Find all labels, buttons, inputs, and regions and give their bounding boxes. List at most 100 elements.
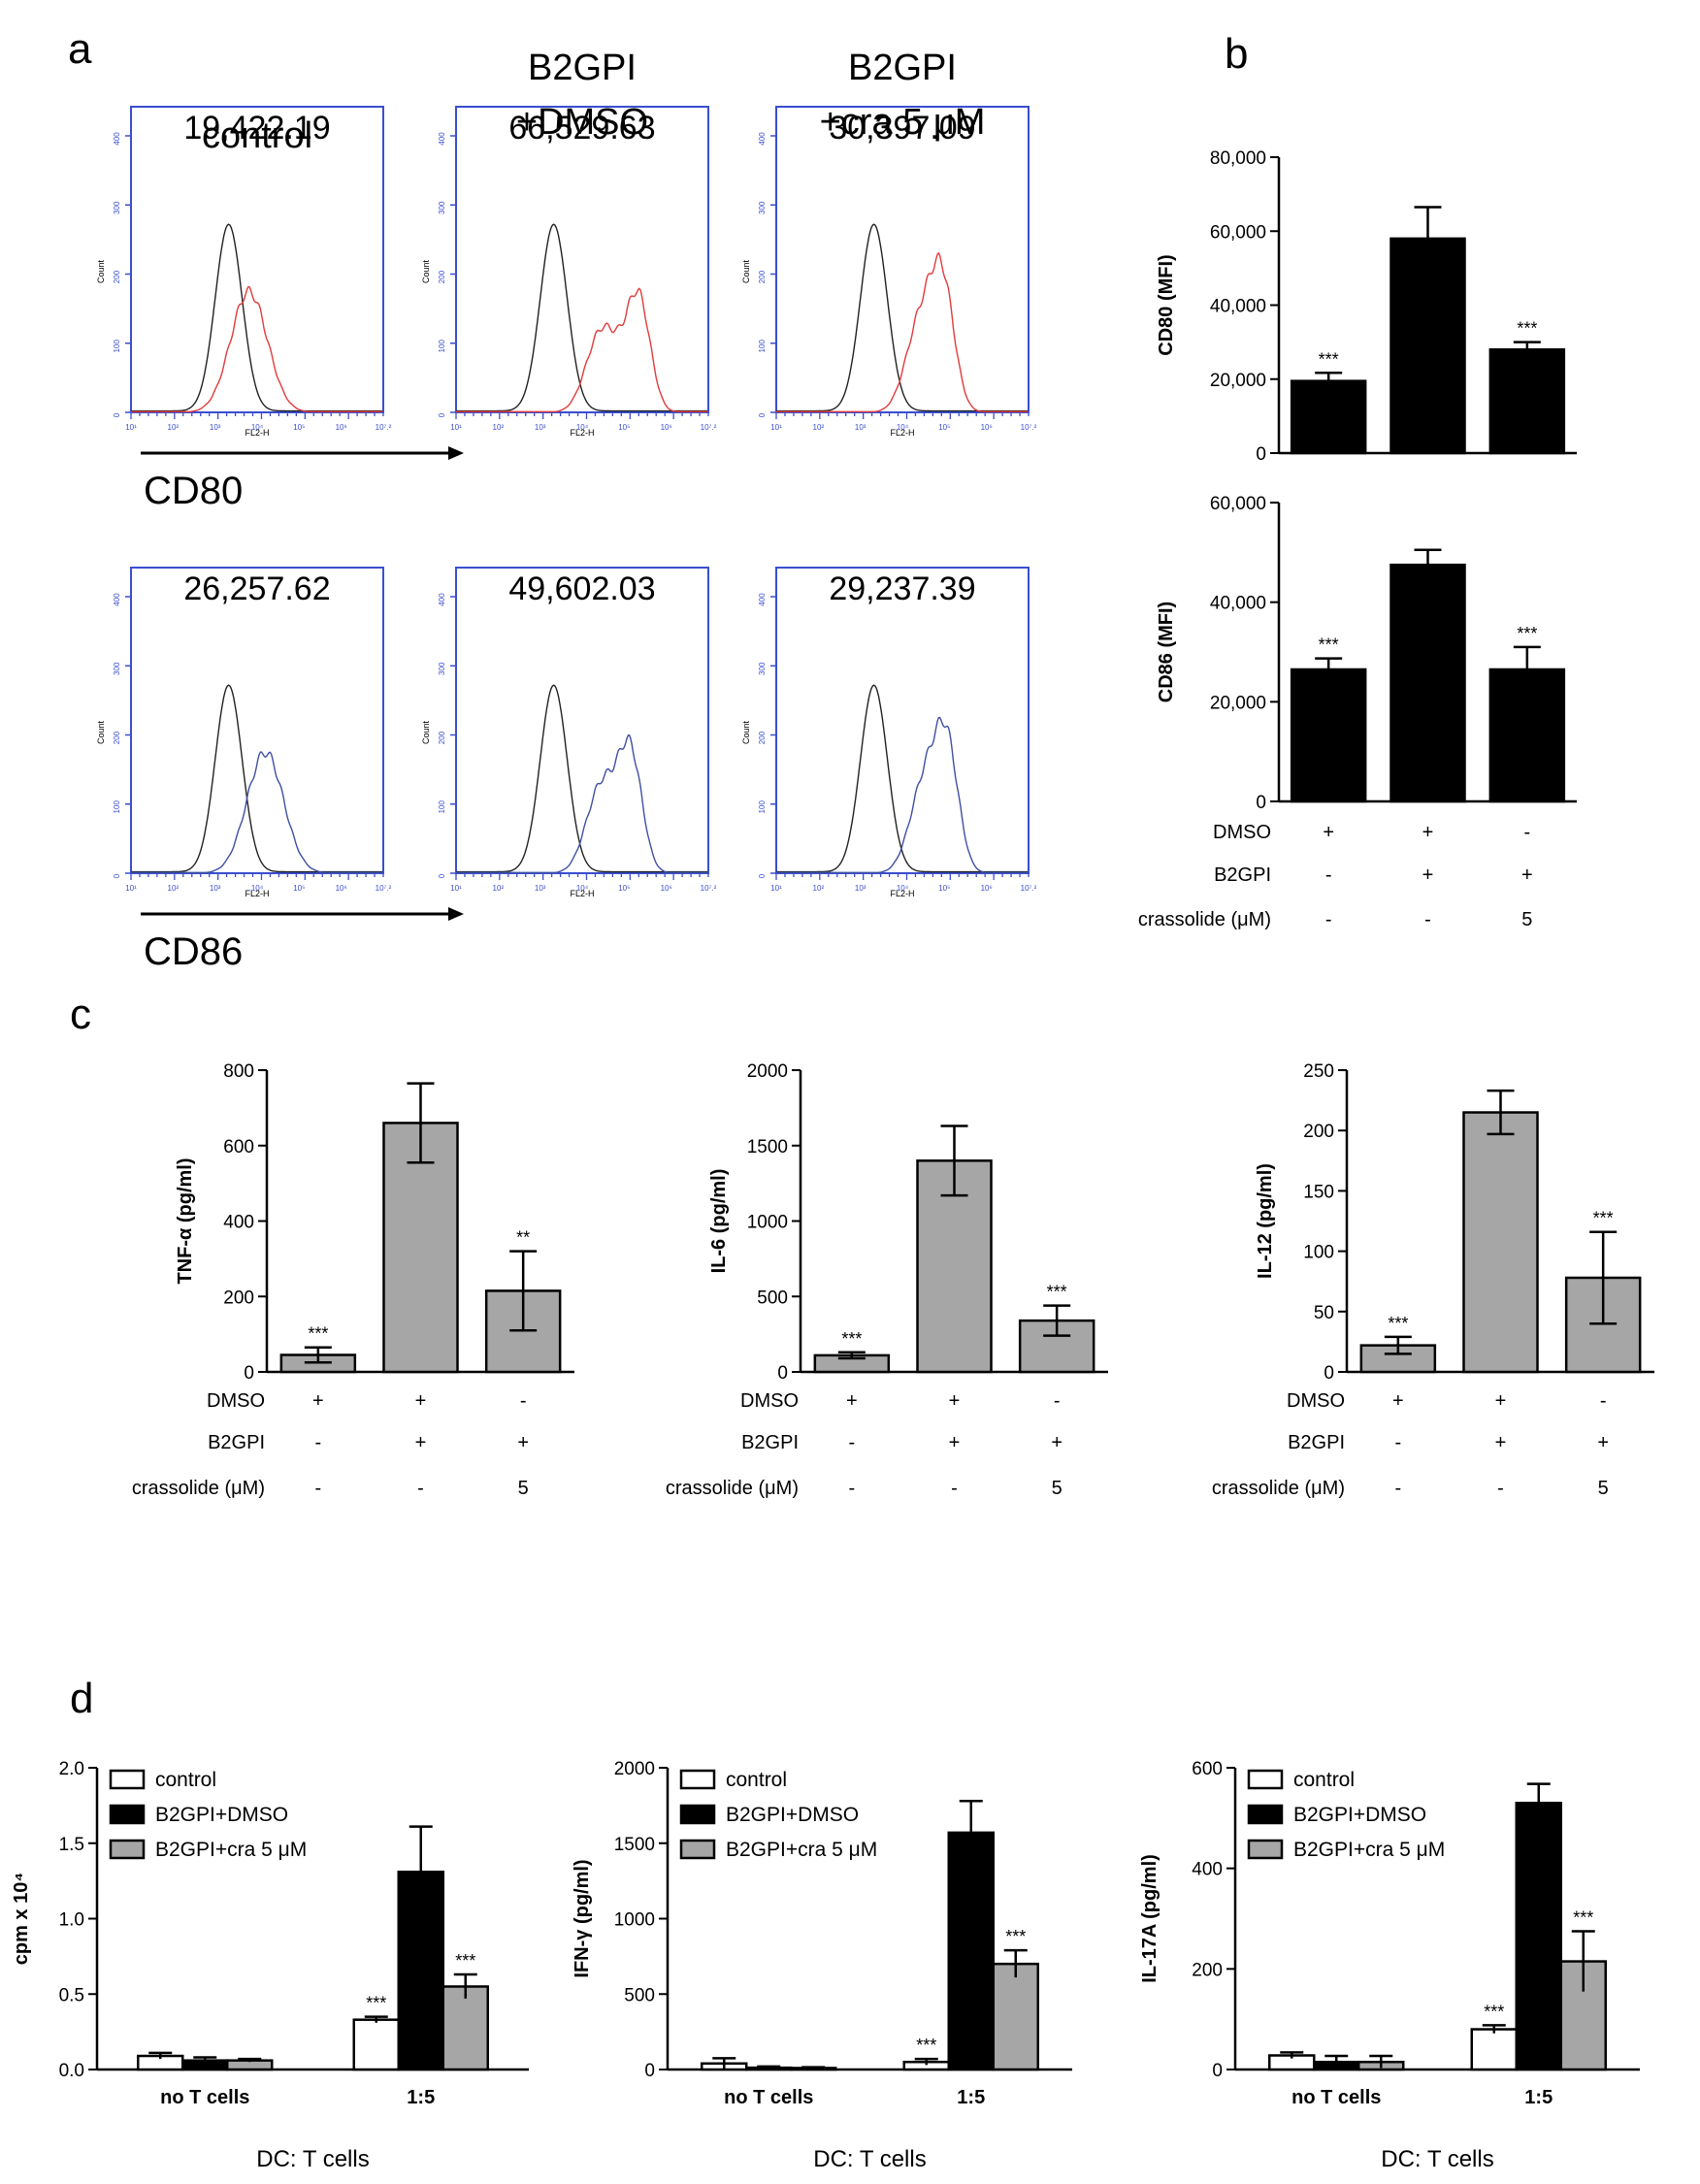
category-label: 1:5 [407, 2087, 435, 2108]
y-tick-label: 200 [113, 270, 121, 283]
x-tick-label: 10⁵ [618, 423, 630, 432]
x-tick-label: 10² [168, 884, 180, 893]
mfi-value: 29,237.39 [829, 570, 975, 607]
legend-label: control [726, 1769, 787, 1791]
y-tick-label: 300 [113, 662, 121, 675]
y-axis-title: CD86 (MFI) [1156, 602, 1177, 702]
significance-stars: *** [308, 1324, 328, 1344]
legend-label: B2GPI+cra 5 μM [1293, 1839, 1445, 1861]
marker-curve [776, 251, 1029, 412]
x-tick-label: 10⁵ [938, 884, 950, 893]
significance-stars: *** [1319, 349, 1339, 369]
panel-label-b: b [1225, 30, 1248, 78]
treatment-row-label: crassolide (μM) [1138, 909, 1271, 930]
y-axis-title: cpm x 10⁴ [11, 1873, 32, 1966]
x-tick-label: 10⁶ [336, 884, 347, 893]
treatment-value: 5 [1052, 1478, 1062, 1499]
panel-label-c: c [70, 991, 91, 1038]
y-tick-label: 0 [644, 2061, 655, 2081]
category-label: 1:5 [957, 2087, 985, 2108]
x-tick-label: 10³ [535, 884, 546, 893]
x-tick-label: 10⁵ [293, 884, 305, 893]
x-tick-label: 10² [813, 423, 825, 432]
y-tick-label: 0 [758, 412, 767, 417]
y-tick-label: 1.5 [59, 1835, 84, 1855]
significance-stars: *** [1388, 1314, 1408, 1333]
treatment-value: + [415, 1390, 427, 1412]
treatment-value: 5 [1521, 909, 1532, 930]
y-tick-label: 2000 [614, 1759, 655, 1779]
x-tick-label: 10¹ [770, 884, 782, 893]
x-tick-label: 10⁴ [576, 423, 589, 432]
column-title-0-0: control [202, 115, 312, 156]
histogram-cd80-0: 19,422.19 0 100 200 300 400 Count 10¹ 10² 10³ 10⁴ 1… [96, 106, 392, 438]
y-tick-label: 100 [113, 340, 121, 353]
significance-stars: *** [1593, 1209, 1614, 1228]
x-tick-label: 10⁴ [897, 884, 909, 893]
significance-stars: *** [1484, 2002, 1504, 2021]
treatment-value: - [520, 1390, 527, 1412]
x-axis-title: FL2-H [890, 889, 914, 898]
x-axis-title: FL2-H [570, 889, 594, 898]
treatment-value: + [1422, 822, 1434, 843]
marker-curve [456, 733, 708, 873]
x-tick-label: 10⁷.² [1021, 884, 1037, 893]
legend-label: B2GPI+cra 5 μM [155, 1839, 307, 1861]
x-tick-label: 10³ [855, 423, 866, 432]
y-tick-label: 300 [758, 662, 767, 675]
x-tick-label: 10⁴ [576, 884, 589, 893]
y-axis-title: Count [741, 721, 751, 745]
treatment-value: + [1392, 1390, 1404, 1412]
x-tick-label: 10² [493, 423, 505, 432]
histogram-frame [455, 567, 709, 874]
x-axis-title: DC: T cells [256, 2146, 369, 2172]
mfi-value: 66,529.63 [508, 110, 655, 147]
treatment-value: - [1600, 1390, 1607, 1412]
x-tick-label: 10⁵ [938, 423, 950, 432]
y-tick-label: 200 [1192, 1960, 1223, 1980]
y-tick-label: 200 [1303, 1122, 1334, 1142]
legend-swatch [679, 1769, 716, 1790]
treatment-row-label: crassolide (μM) [132, 1478, 265, 1499]
treatment-table: DMSO + + - B2GPI - + + crassolide (μM) - - 5 [1138, 822, 1533, 930]
bar [1389, 563, 1466, 803]
x-tick-label: 10⁵ [618, 884, 630, 893]
bar [947, 1831, 995, 2071]
bar [1470, 2028, 1518, 2071]
treatment-value: + [846, 1390, 858, 1412]
legend-label: control [155, 1769, 216, 1791]
x-tick-label: 10³ [855, 884, 866, 893]
y-axis-title: Count [421, 260, 431, 284]
legend-label: B2GPI+DMSO [1293, 1804, 1426, 1826]
bar [1290, 379, 1367, 455]
category-label: 1:5 [1524, 2087, 1553, 2108]
isotype-control-curve [456, 684, 708, 873]
x-tick-label: 10¹ [125, 423, 137, 432]
y-axis-title: IL-12 (pg/ml) [1255, 1163, 1276, 1279]
significance-stars: *** [366, 1994, 386, 2013]
bar [1290, 668, 1367, 803]
significance-stars: *** [1005, 1927, 1026, 1946]
y-tick-label: 0.0 [59, 2061, 84, 2081]
y-tick-label: 40,000 [1210, 594, 1266, 614]
x-tick-label: 10⁴ [897, 423, 909, 432]
mfi-value: 19,422.19 [183, 110, 330, 147]
bar [1389, 237, 1466, 455]
y-tick-label: 2000 [747, 1061, 788, 1082]
treatment-row-label: crassolide (μM) [666, 1478, 799, 1499]
treatment-value: - [314, 1432, 321, 1453]
isotype-control-curve [131, 684, 383, 873]
legend-swatch [109, 1769, 146, 1790]
x-tick-label: 10⁶ [336, 423, 347, 432]
y-axis-title: Count [96, 260, 106, 284]
treatment-row-label: DMSO [1213, 822, 1271, 843]
category-label: no T cells [160, 2087, 249, 2108]
bar [992, 1962, 1039, 2071]
y-tick-label: 0 [758, 873, 767, 878]
bar [382, 1122, 459, 1374]
column-title-1-0: B2GPI [528, 48, 637, 88]
legend-swatch [109, 1839, 146, 1860]
treatment-value: + [1495, 1390, 1507, 1412]
histogram-cd80-1: 66,529.63 0 100 200 300 400 Count 10¹ 10² 10³ 10⁴ 1… [421, 106, 717, 438]
y-tick-label: 1500 [614, 1835, 655, 1855]
